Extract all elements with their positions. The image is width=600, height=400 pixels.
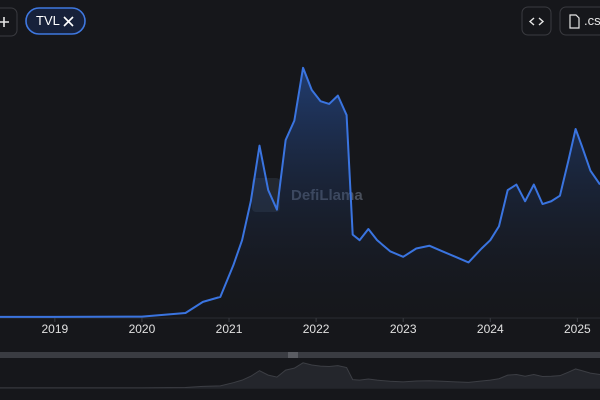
plus-icon: [0, 17, 9, 27]
brush-line: [0, 362, 600, 389]
chip-close-icon[interactable]: [63, 16, 74, 27]
tvl-line: [0, 66, 600, 318]
csv-button[interactable]: [559, 6, 600, 36]
add-button[interactable]: [0, 7, 18, 37]
x-tick-label: 2025: [564, 322, 591, 336]
x-tick-label: 2020: [129, 322, 156, 336]
file-icon: [569, 14, 580, 29]
plot: 2019 2020 2021 2022 2023 2024 2025: [0, 66, 600, 389]
x-tick-label: 2023: [390, 322, 417, 336]
csv-label: .cs: [584, 13, 600, 28]
x-tick-label: 2019: [42, 322, 69, 336]
embed-button[interactable]: [521, 6, 552, 36]
x-tick-label: 2021: [216, 322, 243, 336]
tvl-chip[interactable]: [25, 7, 86, 35]
x-tick-label: 2024: [477, 322, 504, 336]
brush-bar[interactable]: [0, 352, 600, 358]
embed-icon: [528, 17, 545, 26]
chip-label: TVL: [36, 13, 60, 28]
brush-handle[interactable]: [288, 352, 298, 358]
x-tick-label: 2022: [303, 322, 330, 336]
